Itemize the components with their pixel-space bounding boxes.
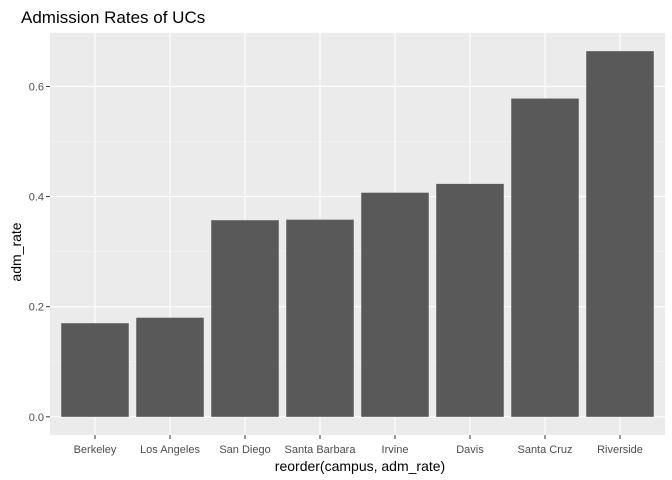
bar	[436, 183, 504, 417]
x-tick-label: San Diego	[219, 444, 270, 456]
x-tick-label: Riverside	[597, 444, 643, 456]
bar	[61, 323, 129, 417]
y-tick-label: 0.6	[29, 81, 44, 93]
y-axis-title: adm_rate	[8, 222, 24, 281]
x-tick-label: Davis	[456, 444, 484, 456]
x-axis-title: reorder(campus, adm_rate)	[275, 458, 445, 474]
x-tick-label: Los Angeles	[140, 444, 200, 456]
y-tick-label: 0.2	[29, 302, 44, 314]
x-axis: Berkeley Los Angeles San Diego Santa Barbar…	[74, 435, 643, 456]
y-tick-label: 0.0	[29, 412, 44, 424]
y-tick-label: 0.4	[29, 192, 44, 204]
bar	[211, 220, 279, 417]
x-tick-label: Santa Cruz	[517, 444, 572, 456]
x-tick-label: Santa Barbara	[285, 444, 357, 456]
bar	[586, 51, 654, 417]
bar	[136, 317, 204, 417]
x-tick-label: Irvine	[382, 444, 409, 456]
bar	[361, 192, 429, 417]
bars	[61, 51, 654, 417]
chart-title: Admission Rates of UCs	[21, 8, 205, 27]
bar	[511, 98, 579, 417]
bar	[286, 219, 354, 417]
y-axis: 0.0 0.2 0.4 0.6	[29, 81, 50, 424]
x-tick-label: Berkeley	[74, 444, 117, 456]
